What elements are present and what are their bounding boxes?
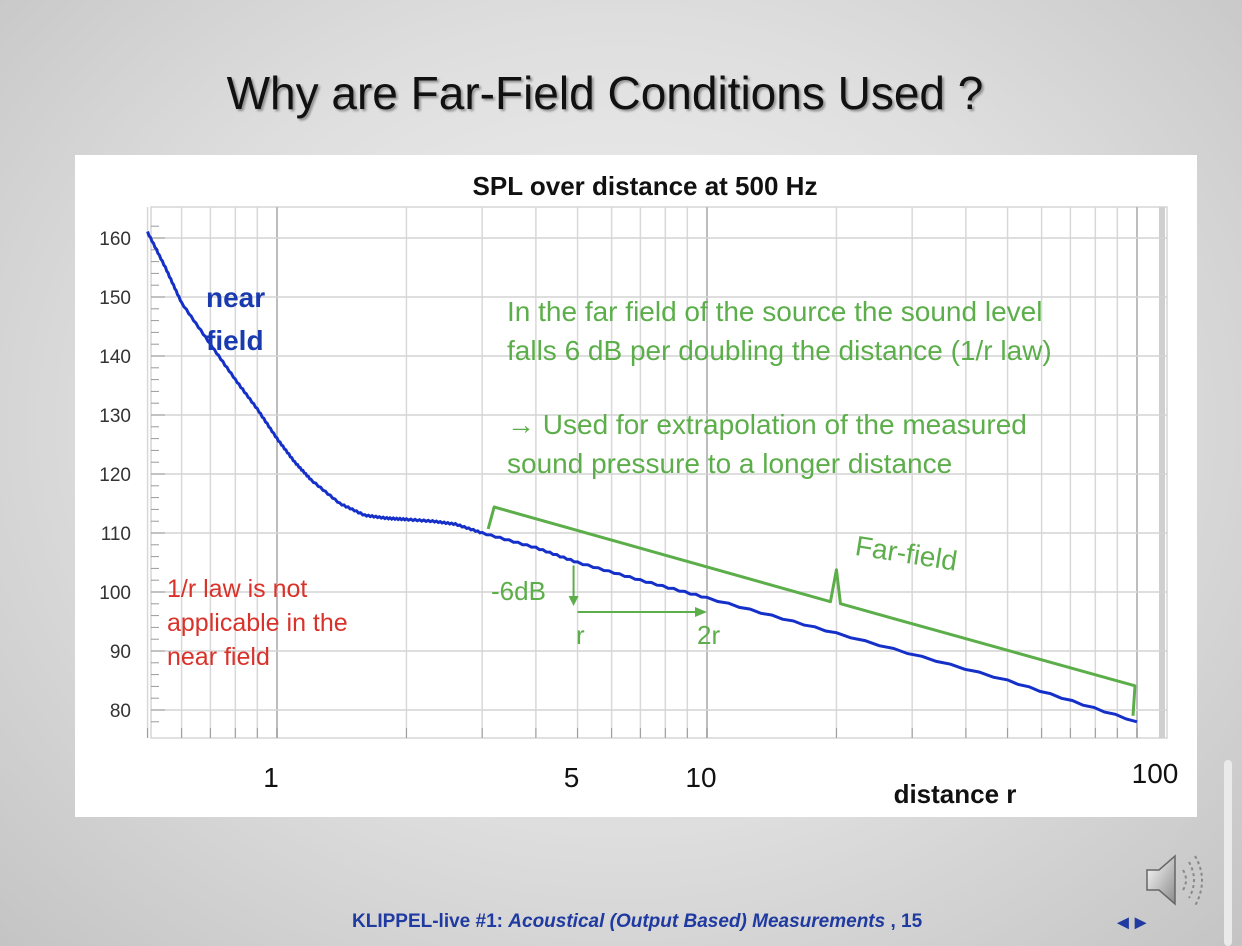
speaker-icon[interactable] <box>1143 848 1209 914</box>
plot-area <box>150 206 1168 739</box>
right-arrow-head <box>695 607 707 617</box>
slide-title: Why are Far-Field Conditions Used ? <box>226 67 984 119</box>
x-tick-label: 100 <box>1132 758 1179 789</box>
chart-annotation-graphics <box>486 505 1137 716</box>
near-label-line2: field <box>206 325 264 356</box>
nav-arrows[interactable]: ◄► <box>1113 912 1151 934</box>
y-tick-label: 160 <box>99 229 131 250</box>
chart-axes: 80 90 100 110 120 130 140 150 160 1 5 10 100 <box>99 225 1179 793</box>
far-text-line2: falls 6 dB per doubling the distance (1/… <box>507 335 1052 366</box>
near-field-warning: 1/r law is not applicable in the near fi… <box>167 572 397 674</box>
chart-series-line <box>146 231 1138 724</box>
y-tick-label: 130 <box>99 406 131 427</box>
footer-suffix: , 15 <box>885 911 923 932</box>
y-tick-label: 150 <box>99 288 131 309</box>
far-text-line1: In the far field of the source the sound… <box>507 296 1043 327</box>
x-tick-label: 1 <box>263 762 279 793</box>
far-text-line3: → Used for extrapolation of the measured <box>507 409 1027 440</box>
footer-italic: Acoustical (Output Based) Measurements <box>508 911 886 932</box>
chart-grid <box>146 206 1168 739</box>
y-tick-label: 140 <box>99 347 131 368</box>
footer-prefix: KLIPPEL-live #1: <box>352 911 509 932</box>
y-tick-label: 100 <box>99 583 131 604</box>
far-field-explanation: In the far field of the source the sound… <box>507 292 1127 370</box>
y-tick-label: 120 <box>99 465 131 486</box>
slide-footer: KLIPPEL-live #1: Acoustical (Output Base… <box>352 911 922 933</box>
chart-title: SPL over distance at 500 Hz <box>473 171 818 201</box>
far-text-line4: sound pressure to a longer distance <box>507 448 953 479</box>
chart: 80 90 100 110 120 130 140 150 160 1 5 10 100 SPL ove… <box>99 171 1179 809</box>
r-label: r <box>576 620 585 650</box>
chart-panel: 80 90 100 110 120 130 140 150 160 1 5 10 100 SPL ove… <box>75 155 1197 817</box>
minus-6db-label: -6dB <box>491 576 546 606</box>
far-field-brace <box>486 505 1137 716</box>
down-arrow-head <box>568 596 579 606</box>
extrapolation-note: → Used for extrapolation of the measured… <box>507 405 1127 483</box>
near-field-label: near field <box>206 276 265 362</box>
y-tick-label: 80 <box>110 701 131 722</box>
near-label-line1: near <box>206 282 266 313</box>
plot-shadow <box>1159 207 1165 738</box>
x-tick-label: 5 <box>564 762 580 793</box>
y-tick-label: 110 <box>101 524 131 545</box>
red-note-line3: near field <box>167 643 270 671</box>
scrollbar[interactable] <box>1224 760 1232 946</box>
x-tick-label: 10 <box>685 762 716 793</box>
red-note-line1: 1/r law is not <box>167 575 308 603</box>
y-tick-label: 90 <box>110 642 131 663</box>
2r-label: 2r <box>697 620 721 650</box>
chart-x-axis-label: distance r <box>894 779 1017 809</box>
red-note-line2: applicable in the <box>167 609 348 637</box>
